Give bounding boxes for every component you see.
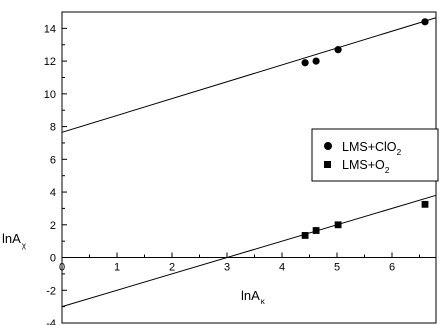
x-tick-label: 0 <box>59 262 65 274</box>
legend: LMS+ClO2 LMS+O2 <box>311 128 439 182</box>
y-tick-label: -4 <box>46 318 56 325</box>
x-tick-label: 3 <box>224 262 230 274</box>
y-axis-label: lnAχ <box>2 231 27 250</box>
y-tick-label: 8 <box>50 122 56 134</box>
y-tick-label: -2 <box>46 285 56 297</box>
x-tick-label: 6 <box>389 262 395 274</box>
data-point-series-2 <box>301 232 309 239</box>
y-tick-label: 2 <box>50 220 56 232</box>
legend-marker-circle <box>324 142 332 150</box>
y-tick-label: 4 <box>50 187 56 199</box>
y-tick-label: 10 <box>44 89 56 101</box>
y-tick-label: 0 <box>50 253 56 265</box>
fit-line-series-1 <box>61 17 437 133</box>
data-point-series-1 <box>312 57 320 65</box>
y-tick-label: 12 <box>44 56 56 68</box>
data-point-series-2 <box>334 221 342 229</box>
x-axis-label: lnAκ <box>241 288 266 306</box>
x-tick-label: 1 <box>114 262 120 274</box>
x-tick-label: 2 <box>169 262 175 274</box>
data-point-series-1 <box>334 46 342 54</box>
y-tick-label: 14 <box>44 23 56 35</box>
data-point-series-1 <box>301 59 309 67</box>
legend-entry-1: LMS+ClO2 <box>342 140 402 157</box>
fit-line-series-2 <box>61 194 437 308</box>
legend-entry-2: LMS+O2 <box>342 158 390 175</box>
legend-marker-square <box>324 161 331 168</box>
y-tick-label: 6 <box>50 154 56 166</box>
data-point-series-1 <box>421 18 429 26</box>
data-point-series-2 <box>312 227 320 234</box>
data-point-series-2 <box>421 200 429 208</box>
legend-box <box>311 128 439 182</box>
x-tick-label: 5 <box>334 262 340 274</box>
x-tick-label: 4 <box>279 262 285 274</box>
